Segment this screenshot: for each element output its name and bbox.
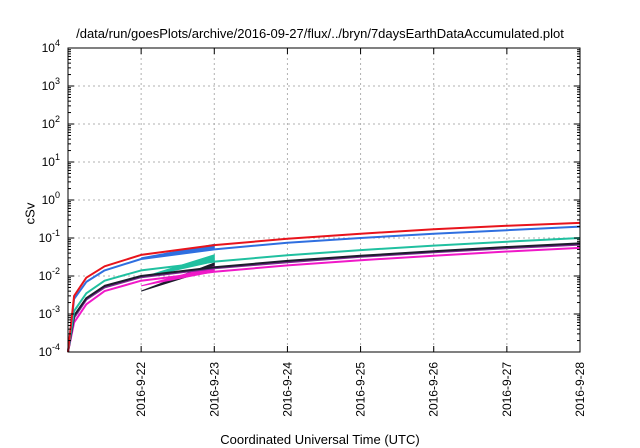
y-tick-label: 103 — [42, 76, 60, 93]
plot-frame — [67, 47, 581, 353]
x-tick-label: 2016-9-24 — [280, 362, 294, 417]
series-line — [67, 246, 581, 353]
plot-border — [67, 47, 581, 353]
x-tick-label: 2016-9-25 — [354, 362, 368, 417]
y-tick-label: 10-1 — [39, 228, 60, 245]
y-tick-label: 10-4 — [39, 342, 60, 359]
x-tick-label: 2016-9-27 — [500, 362, 514, 417]
series-line — [67, 242, 581, 353]
series-line — [67, 243, 581, 353]
series-group — [67, 221, 581, 353]
y-tick-label: 10-3 — [39, 304, 60, 321]
x-axis-label: Coordinated Universal Time (UTC) — [220, 432, 420, 447]
chart-title: /data/run/goesPlots/archive/2016-09-27/f… — [76, 26, 564, 41]
x-tick-label: 2016-9-23 — [207, 362, 221, 417]
x-tick-label: 2016-9-22 — [134, 362, 148, 417]
grid-lines — [68, 48, 580, 352]
series-line — [67, 237, 581, 353]
tick-labels: 10-4 10-3 10-2 10-1 100 101 102 103 104 2016-9-22… — [39, 38, 587, 417]
x-tick-label: 2016-9-26 — [427, 362, 441, 417]
y-tick-label: 102 — [42, 114, 60, 131]
y-tick-label: 101 — [42, 152, 60, 169]
x-tick-label: 2016-9-28 — [573, 362, 587, 417]
y-tick-label: 10-2 — [39, 266, 60, 283]
series-line — [67, 221, 581, 353]
y-tick-label: 104 — [42, 38, 60, 55]
series-line — [67, 225, 581, 353]
y-tick-label: 100 — [42, 190, 60, 207]
